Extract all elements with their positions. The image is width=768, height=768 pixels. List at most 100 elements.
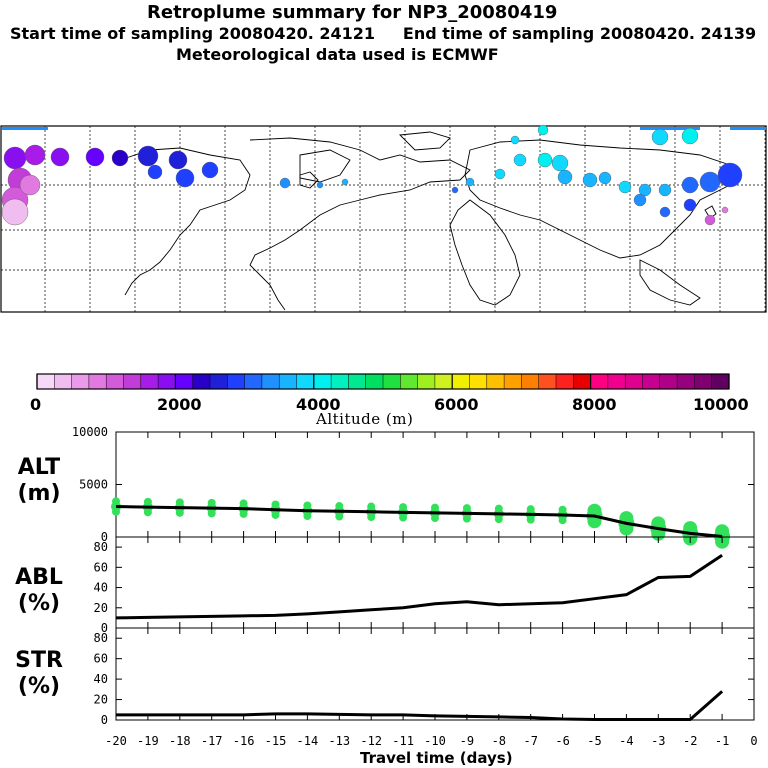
panel-frame [115,627,755,721]
colorbar-tick-8000: 8000 [572,395,617,414]
str-label-line1: STR [15,648,63,673]
colorbar-swatch [642,374,661,389]
plume-marker [1,198,29,226]
colorbar-swatch [417,374,436,389]
colorbar-swatch [192,374,211,389]
x-tick-label: -14 [297,734,319,748]
colorbar-swatch [175,374,194,389]
plume-marker [279,177,291,189]
plume-marker [465,177,475,187]
colorbar-swatch [123,374,142,389]
colorbar-swatch [296,374,315,389]
colorbar-swatch [469,374,488,389]
altitude-dot [494,504,503,513]
plume-marker [699,171,721,193]
colorbar-swatch [158,374,176,389]
colorbar-frame [36,373,730,390]
map-edge-bar-right-a [640,127,700,130]
plume-marker [24,144,46,166]
colorbar-tick-2000: 2000 [157,395,202,414]
plume-marker [681,127,699,145]
colorbar-swatch [383,374,401,389]
start-time-text: Start time of sampling 20080420. 24121 [10,24,376,43]
colorbar-tick-0: 0 [30,395,42,414]
colorbar-swatch [227,374,245,389]
colorbar-swatch [37,374,55,389]
plume-marker [168,150,188,170]
colorbar-swatch [434,374,453,389]
colorbar-swatch [331,374,349,389]
alt-label-line2: (m) [17,481,61,506]
altitude-dot [303,501,312,510]
y-tick-label: 60 [94,560,108,574]
colorbar-swatch [261,374,280,389]
colorbar-swatch [244,374,263,389]
colorbar-swatch [625,374,643,389]
chart-subtitle-times: Start time of sampling 20080420. 24121 E… [10,24,756,43]
colorbar-tick-6000: 6000 [434,395,479,414]
series-line [115,505,723,538]
map-edge-bar-left [2,127,48,130]
colorbar-swatch [88,374,107,389]
x-tick-label: -19 [137,734,159,748]
x-tick-label: -5 [587,734,601,748]
altitude-dot [558,505,567,514]
plume-marker [316,181,324,189]
plume-marker [659,206,671,218]
x-tick-label: -15 [265,734,287,748]
plume-marker [451,186,459,194]
x-axis-label: Travel time (days) [360,749,513,767]
met-data-text: Meteorological data used is ECMWF [176,45,499,64]
map-edge-bar-right-b [730,127,766,130]
colorbar-swatch [504,374,522,389]
x-tick-label: -4 [619,734,633,748]
series-line [116,690,724,721]
end-time-text: End time of sampling 20080420. 24139 [402,24,757,43]
plume-marker [551,154,569,172]
plume-marker [19,174,41,196]
altitude-dot [175,498,184,507]
x-tick-label: 0 [750,734,757,748]
abl-label-line2: (%) [17,591,61,616]
plume-marker [537,152,553,168]
altitude-dot [462,504,471,513]
x-tick-label: -9 [460,734,474,748]
x-tick-label: -11 [392,734,414,748]
colorbar-swatch [538,374,557,389]
colorbar-swatch [400,374,418,389]
plume-marker [721,206,729,214]
x-tick-label: -10 [424,734,446,748]
x-tick-label: -12 [360,734,382,748]
colorbar-swatch [365,374,384,389]
plume-marker [717,162,743,188]
plume-marker [638,183,652,197]
plume-marker [147,164,163,180]
colorbar-swatch [590,374,609,389]
colorbar-swatch [607,374,626,389]
plume-marker [681,176,699,194]
series-line [115,553,723,620]
abl-panel-label: ABL (%) [4,565,74,617]
plume-marker [658,183,672,197]
x-tick-label: -2 [683,734,697,748]
plume-marker [704,214,716,226]
colorbar-tick-10000: 10000 [693,395,749,414]
colorbar-swatch [711,374,730,389]
plume-marker [510,135,520,145]
altitude-dot [271,500,280,509]
y-tick-label: 80 [94,631,108,645]
x-tick-label: -8 [492,734,506,748]
altitude-dot [526,505,535,514]
plume-marker [111,149,129,167]
colorbar-swatch [348,374,367,389]
colorbar-swatch [452,374,470,389]
plume-marker [201,161,219,179]
plume-marker [651,128,669,146]
plume-marker [683,198,697,212]
y-tick-label: 80 [94,540,108,554]
plume-marker [618,180,632,194]
colorbar-swatch [71,374,90,389]
x-tick-label: -13 [328,734,350,748]
